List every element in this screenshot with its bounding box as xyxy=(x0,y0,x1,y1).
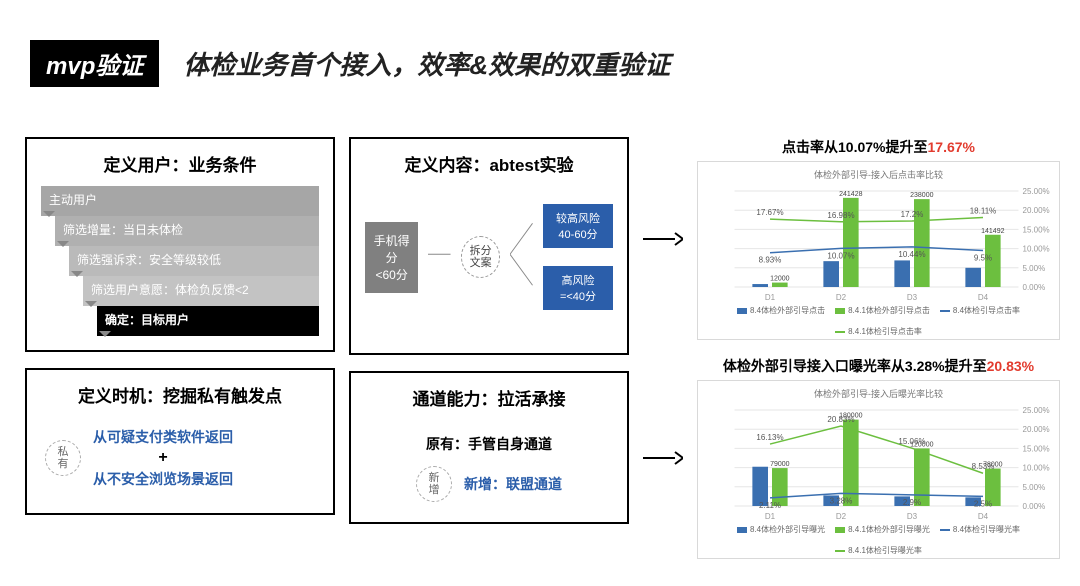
svg-text:D4: D4 xyxy=(978,512,989,521)
svg-text:D1: D1 xyxy=(765,293,776,302)
svg-text:16.13%: 16.13% xyxy=(756,433,783,442)
svg-text:25.00%: 25.00% xyxy=(1023,187,1050,196)
chart-1: 点击率从10.07%提升至17.67% 体检外部引导-接入后点击率比较 0.00… xyxy=(697,137,1060,340)
ab-connector-left xyxy=(428,212,451,302)
column-charts: 点击率从10.07%提升至17.67% 体检外部引导-接入后点击率比较 0.00… xyxy=(697,137,1060,559)
svg-text:241428: 241428 xyxy=(839,191,862,198)
panel-timing-title: 定义时机：挖掘私有触发点 xyxy=(41,382,319,407)
svg-text:D4: D4 xyxy=(978,293,989,302)
column-left: 定义用户：业务条件 主动用户 筛选增量：当日未体检 筛选强诉求：安全等级较低 筛… xyxy=(25,137,335,559)
svg-text:238000: 238000 xyxy=(910,192,933,199)
chart-1-inner-title: 体检外部引导-接入后点击率比较 xyxy=(704,168,1053,181)
svg-text:D1: D1 xyxy=(765,512,776,521)
main-grid: 定义用户：业务条件 主动用户 筛选增量：当日未体检 筛选强诉求：安全等级较低 筛… xyxy=(0,107,1080,559)
svg-text:0.00%: 0.00% xyxy=(1023,283,1046,292)
svg-text:2.9%: 2.9% xyxy=(903,498,921,507)
chart-2-plot: 0.00% 5.00% 10.00% 15.00% 20.00% 25.00% 79000 D… xyxy=(704,402,1053,522)
svg-text:79000: 79000 xyxy=(770,461,790,468)
svg-text:12000: 12000 xyxy=(770,276,790,283)
chart-1-plot: 0.00% 5.00% 10.00% 15.00% 20.00% 25.00% 12000 D… xyxy=(704,183,1053,303)
svg-text:10.07%: 10.07% xyxy=(827,251,854,260)
channel-new: 新增：联盟通道 xyxy=(464,474,562,494)
svg-text:2.5%: 2.5% xyxy=(974,499,992,508)
panel-user-title: 定义用户：业务条件 xyxy=(41,151,319,176)
svg-text:15.00%: 15.00% xyxy=(1023,225,1050,234)
svg-text:15.06%: 15.06% xyxy=(898,437,925,446)
chart-2-legend: 8.4体检外部引导曝光8.4.1体检外部引导曝光8.4体检引导曝光率8.4.1体… xyxy=(704,524,1053,556)
svg-text:5.00%: 5.00% xyxy=(1023,483,1046,492)
panel-content-title: 定义内容：abtest实验 xyxy=(365,151,613,176)
svg-text:18.11%: 18.11% xyxy=(970,206,997,215)
chart-2-title-prefix: 体检外部引导接入口曝光率从3.28%提升至 xyxy=(723,358,987,374)
timing-plus: + xyxy=(158,449,167,467)
column-mid: 定义内容：abtest实验 手机得分 <60分 拆分 文案 较高风险 40-60… xyxy=(349,137,629,559)
ab-split-node: 拆分 文案 xyxy=(461,236,501,278)
svg-text:5.00%: 5.00% xyxy=(1023,264,1046,273)
chart-2-inner-title: 体检外部引导-接入后曝光率比较 xyxy=(704,387,1053,400)
svg-text:3.28%: 3.28% xyxy=(830,496,853,505)
svg-text:0.00%: 0.00% xyxy=(1023,502,1046,511)
panel-content: 定义内容：abtest实验 手机得分 <60分 拆分 文案 较高风险 40-60… xyxy=(349,137,629,355)
chart-2-title-highlight: 20.83% xyxy=(987,358,1034,374)
funnel-step: 筛选增量：当日未体检 xyxy=(55,216,319,246)
ab-node-high: 较高风险 40-60分 xyxy=(543,204,613,248)
chart-1-title-highlight: 17.67% xyxy=(928,139,975,155)
funnel: 主动用户 筛选增量：当日未体检 筛选强诉求：安全等级较低 筛选用户意愿：体检负反… xyxy=(41,186,319,336)
page-title: 体检业务首个接入，效率&效果的双重验证 xyxy=(183,45,670,82)
svg-text:10.00%: 10.00% xyxy=(1023,245,1050,254)
svg-text:25.00%: 25.00% xyxy=(1023,406,1050,415)
abtest-diagram: 手机得分 <60分 拆分 文案 较高风险 40-60分 高风险 =<40分 xyxy=(365,186,613,320)
svg-text:20.00%: 20.00% xyxy=(1023,425,1050,434)
svg-text:10.00%: 10.00% xyxy=(1023,464,1050,473)
svg-text:8.53%: 8.53% xyxy=(972,462,995,471)
channel-tag: 新 增 xyxy=(416,466,452,502)
ab-connector-right xyxy=(510,212,533,302)
panel-timing: 定义时机：挖掘私有触发点 私 有 从可疑支付类软件返回 + 从不安全浏览场景返回 xyxy=(25,368,335,515)
panel-channel: 通道能力：拉活承接 原有：手管自身通道 新 增 新增：联盟通道 xyxy=(349,371,629,524)
svg-text:20.00%: 20.00% xyxy=(1023,206,1050,215)
chart-1-title-prefix: 点击率从10.07%提升至 xyxy=(782,139,927,155)
svg-text:2.11%: 2.11% xyxy=(759,501,781,510)
chart-1-title: 点击率从10.07%提升至17.67% xyxy=(697,137,1060,157)
ab-start-node: 手机得分 <60分 xyxy=(365,222,418,293)
svg-text:17.67%: 17.67% xyxy=(756,208,783,217)
timing-line-2: 从不安全浏览场景返回 xyxy=(93,469,233,489)
svg-text:D3: D3 xyxy=(907,293,918,302)
svg-text:17.2%: 17.2% xyxy=(901,210,924,219)
funnel-step: 筛选用户意愿：体检负反馈<2 xyxy=(83,276,319,306)
panel-user: 定义用户：业务条件 主动用户 筛选增量：当日未体检 筛选强诉求：安全等级较低 筛… xyxy=(25,137,335,352)
svg-text:10.44%: 10.44% xyxy=(898,250,925,259)
mvp-badge: mvp验证 xyxy=(30,40,159,87)
panel-channel-title: 通道能力：拉活承接 xyxy=(365,385,613,410)
svg-text:D3: D3 xyxy=(907,512,918,521)
ab-node-risk: 高风险 =<40分 xyxy=(543,266,613,310)
funnel-step: 主动用户 xyxy=(41,186,319,216)
svg-text:9.5%: 9.5% xyxy=(974,254,992,263)
chart-1-legend: 8.4体检外部引导点击8.4.1体检外部引导点击8.4体检引导点击率8.4.1体… xyxy=(704,305,1053,337)
svg-text:8.93%: 8.93% xyxy=(759,256,782,265)
arrow-icon xyxy=(643,448,683,468)
svg-text:D2: D2 xyxy=(836,293,847,302)
channel-existing: 原有：手管自身通道 xyxy=(371,434,607,454)
svg-text:D2: D2 xyxy=(836,512,847,521)
svg-text:16.98%: 16.98% xyxy=(827,211,854,220)
chart-2-title: 体检外部引导接入口曝光率从3.28%提升至20.83% xyxy=(697,356,1060,376)
arrow-icon xyxy=(643,229,683,249)
svg-text:20.83%: 20.83% xyxy=(827,415,854,424)
timing-tag: 私 有 xyxy=(45,440,81,476)
arrows xyxy=(643,137,683,559)
chart-2: 体检外部引导接入口曝光率从3.28%提升至20.83% 体检外部引导-接入后曝光… xyxy=(697,356,1060,559)
svg-text:15.00%: 15.00% xyxy=(1023,444,1050,453)
timing-line-1: 从可疑支付类软件返回 xyxy=(93,427,233,447)
header: mvp验证 体检业务首个接入，效率&效果的双重验证 xyxy=(0,0,1080,107)
svg-text:141492: 141492 xyxy=(981,228,1004,235)
funnel-step: 确定：目标用户 xyxy=(97,306,319,336)
funnel-step: 筛选强诉求：安全等级较低 xyxy=(69,246,319,276)
